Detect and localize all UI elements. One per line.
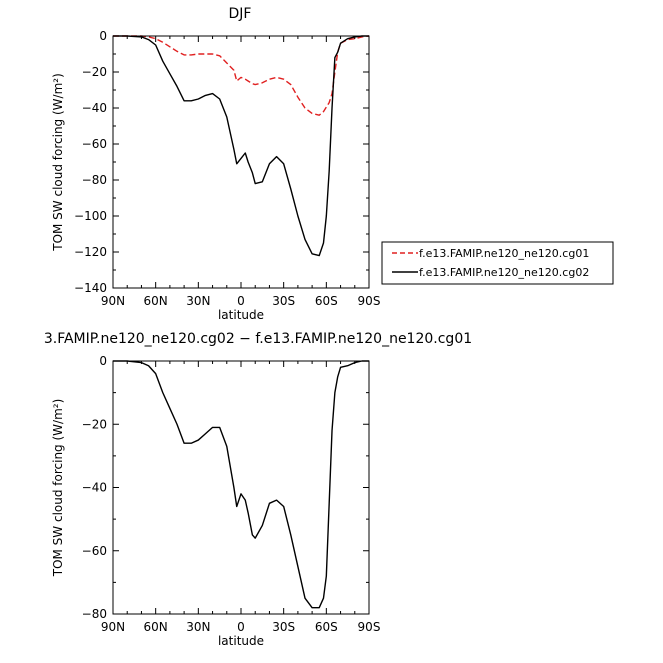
x-axis-label: latitude <box>218 308 264 322</box>
y-tick-label: −80 <box>82 607 107 621</box>
y-axis-label: TOM SW cloud forcing (W/m²) <box>51 399 65 578</box>
chart-panel-2: 3.FAMIP.ne120_ne120.cg02 − f.e13.FAMIP.n… <box>44 331 472 648</box>
y-tick-label: −40 <box>82 101 107 115</box>
y-tick-label: −140 <box>74 281 107 295</box>
x-tick-label: 90N <box>101 620 125 634</box>
x-tick-label: 30S <box>272 620 295 634</box>
y-tick-label: −120 <box>74 245 107 259</box>
y-tick-label: −60 <box>82 137 107 151</box>
x-tick-label: 60S <box>315 294 338 308</box>
x-tick-label: 90S <box>358 294 381 308</box>
x-tick-label: 30N <box>186 620 210 634</box>
x-tick-label: 30N <box>186 294 210 308</box>
x-axis-label: latitude <box>218 634 264 648</box>
x-tick-label: 30S <box>272 294 295 308</box>
chart-panel-1: DJF 90N 60N 30N 0 30S 60S 90S 0 −20 −40 −60 −80 −100 −… <box>51 6 614 322</box>
x-tick-label: 60N <box>144 620 168 634</box>
x-tick-label: 90S <box>358 620 381 634</box>
series-line-2 <box>113 35 369 257</box>
y-tick-label: −40 <box>82 481 107 495</box>
x-tick-label: 60N <box>144 294 168 308</box>
y-tick-label: 0 <box>99 29 107 43</box>
plot-frame <box>112 35 370 289</box>
legend-entry-1: f.e13.FAMIP.ne120_ne120.cg01 <box>419 247 589 260</box>
plot-frame <box>112 360 370 615</box>
chart-title: DJF <box>229 6 252 22</box>
x-tick-label: 60S <box>315 620 338 634</box>
legend-entry-2: f.e13.FAMIP.ne120_ne120.cg02 <box>419 266 589 279</box>
y-tick-label: −20 <box>82 65 107 79</box>
legend-box <box>381 241 614 285</box>
y-tick-label: −20 <box>82 417 107 431</box>
y-tick-label: −100 <box>74 209 107 223</box>
series-line-1 <box>113 35 370 116</box>
x-tick-label: 90N <box>101 294 125 308</box>
legend: f.e13.FAMIP.ne120_ne120.cg01 f.e13.FAMIP.… <box>381 241 614 285</box>
y-tick-label: −80 <box>82 173 107 187</box>
chart-title: 3.FAMIP.ne120_ne120.cg02 − f.e13.FAMIP.n… <box>44 331 472 347</box>
series-line-1 <box>113 360 369 609</box>
x-tick-label: 0 <box>237 620 245 634</box>
y-axis-label: TOM SW cloud forcing (W/m²) <box>51 73 65 252</box>
y-tick-label: 0 <box>99 354 107 368</box>
x-tick-label: 0 <box>237 294 245 308</box>
y-tick-label: −60 <box>82 544 107 558</box>
